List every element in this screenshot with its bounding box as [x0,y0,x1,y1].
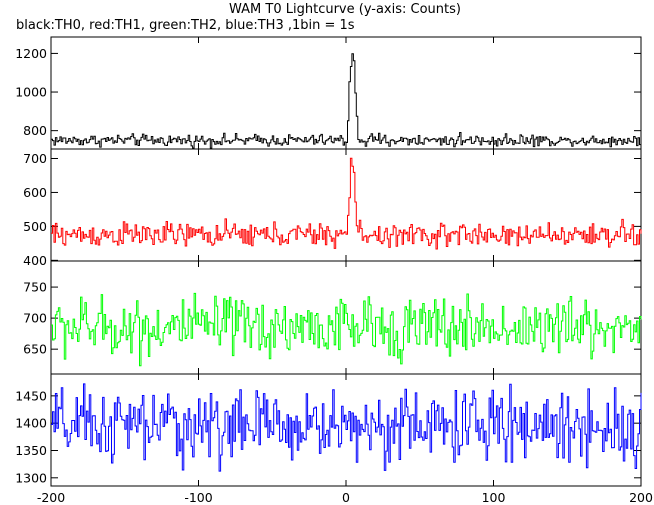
panel-th3: 1300 1350 1400 1450 -200 -100 0 100 200 [15,373,653,505]
y-tick-label: 500 [23,219,47,234]
x-tick-label: -200 [37,490,65,505]
figure-title: WAM T0 Lightcurve (y-axis: Counts) [229,2,461,17]
x-tick-label: 200 [629,490,653,505]
series-line-th2 [51,292,642,367]
y-tick-label: 1450 [15,388,47,403]
y-tick-label: 1350 [15,443,47,458]
y-tick-label: 700 [23,151,47,166]
y-tick-label: 650 [23,342,47,357]
series-line-th1 [51,157,642,250]
y-tick-label: 600 [23,185,47,200]
y-tick-label: 700 [23,311,47,326]
y-tick-label: 800 [23,123,47,138]
x-tick-label: -100 [184,490,212,505]
y-tick-label: 1000 [15,85,47,100]
series-line-th0 [51,53,642,149]
y-tick-label: 1200 [15,46,47,61]
x-tick-label: 0 [342,490,350,505]
y-tick-label: 750 [23,280,47,295]
y-tick-label: 1300 [15,470,47,485]
panel-th2: 650 700 750 [23,260,642,375]
y-tick-label: 400 [23,253,47,268]
figure-subtitle: black:TH0, red:TH1, green:TH2, blue:TH3 … [16,18,355,33]
x-tick-label: 100 [482,490,506,505]
series-line-th3 [51,383,642,472]
y-tick-label: 1400 [15,416,47,431]
